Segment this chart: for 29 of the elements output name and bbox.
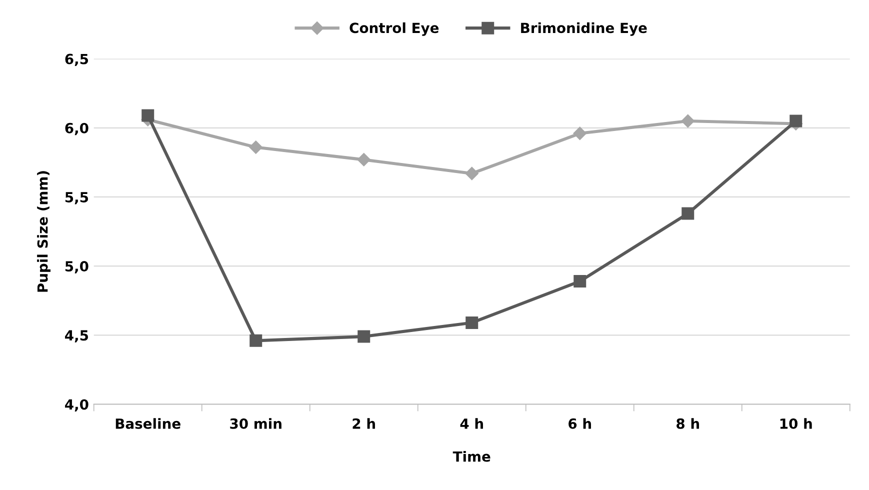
y-tick-label: 6,5 bbox=[65, 54, 88, 66]
point bbox=[250, 334, 262, 347]
point bbox=[682, 207, 694, 220]
point bbox=[681, 114, 694, 128]
y-tick-label: 5,5 bbox=[65, 192, 88, 204]
point bbox=[358, 330, 370, 343]
legend-label: Brimonidine Eye bbox=[521, 22, 647, 36]
x-tick-label: 2 h bbox=[352, 418, 375, 429]
point bbox=[573, 126, 586, 140]
point bbox=[357, 153, 370, 166]
y-tick-label: 4,5 bbox=[65, 330, 88, 342]
x-tick-label: 8 h bbox=[676, 418, 699, 429]
point bbox=[142, 109, 154, 122]
x-tick-label: 30 min bbox=[230, 418, 282, 429]
y-tick-label: 5,0 bbox=[65, 261, 88, 274]
y-tick-label: 6,0 bbox=[65, 122, 88, 136]
x-axis-title: Time bbox=[452, 451, 490, 462]
legend-label: Control Eye bbox=[350, 22, 439, 36]
y-axis-title: Pupil Size (mm) bbox=[37, 171, 50, 292]
point bbox=[466, 316, 478, 329]
point bbox=[574, 275, 586, 288]
x-tick-label: Baseline bbox=[116, 418, 180, 429]
x-tick-label: 6 h bbox=[568, 418, 591, 429]
point bbox=[249, 140, 262, 154]
point bbox=[465, 166, 478, 180]
y-tick-label: 4,0 bbox=[65, 399, 88, 412]
x-tick-label: 10 h bbox=[780, 418, 812, 429]
x-tick-label: 4 h bbox=[460, 418, 483, 429]
point bbox=[790, 114, 802, 128]
